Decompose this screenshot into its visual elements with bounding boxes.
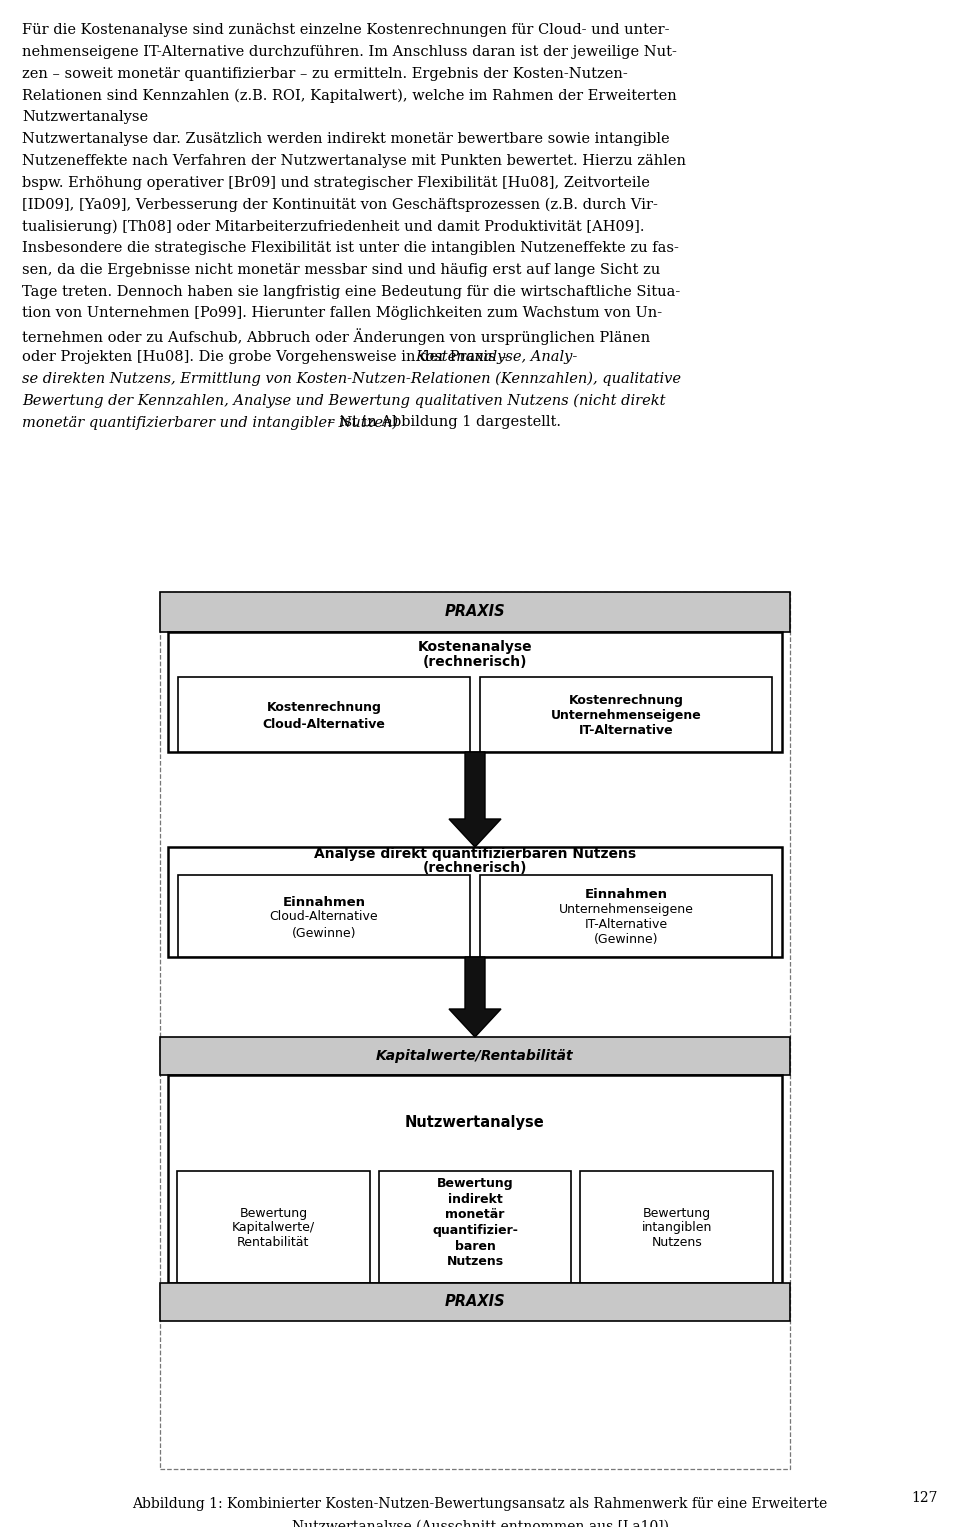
Text: (rechnerisch): (rechnerisch) <box>422 655 527 669</box>
Text: Kapitalwerte/: Kapitalwerte/ <box>231 1222 315 1234</box>
Text: (rechnerisch): (rechnerisch) <box>422 861 527 875</box>
FancyBboxPatch shape <box>480 676 772 751</box>
Text: Abbildung 1: Kombinierter Kosten-Nutzen-Bewertungsansatz als Rahmenwerk für eine: Abbildung 1: Kombinierter Kosten-Nutzen-… <box>132 1496 828 1512</box>
FancyBboxPatch shape <box>160 1037 790 1075</box>
Text: bspw. Erhöhung operativer [Br09] und strategischer Flexibilität [Hu08], Zeitvort: bspw. Erhöhung operativer [Br09] und str… <box>22 176 650 189</box>
Text: Nutzens: Nutzens <box>651 1237 702 1249</box>
Text: Bewertung: Bewertung <box>239 1206 307 1220</box>
Text: – ist in Abbildung 1 dargestellt.: – ist in Abbildung 1 dargestellt. <box>324 415 562 429</box>
Text: monetär: monetär <box>445 1208 505 1222</box>
Text: Rentabilität: Rentabilität <box>237 1237 309 1249</box>
Text: Unternehmenseigene: Unternehmenseigene <box>551 709 702 722</box>
Text: Relationen sind Kennzahlen (z.B. ROI, Kapitalwert), welche im Rahmen der Erweite: Relationen sind Kennzahlen (z.B. ROI, Ka… <box>22 89 677 102</box>
Text: Für die Kostenanalyse sind zunächst einzelne Kostenrechnungen für Cloud- und unt: Für die Kostenanalyse sind zunächst einz… <box>22 23 669 37</box>
Text: Bewertung: Bewertung <box>437 1177 514 1191</box>
Text: Nutzwertanalyse: Nutzwertanalyse <box>405 1116 545 1130</box>
Text: Tage treten. Dennoch haben sie langfristig eine Bedeutung für die wirtschaftlich: Tage treten. Dennoch haben sie langfrist… <box>22 284 681 299</box>
Text: indirekt: indirekt <box>447 1193 502 1206</box>
Text: PRAXIS: PRAXIS <box>444 605 505 620</box>
Text: monetär quantifizierbarer und intangibler Nutzen): monetär quantifizierbarer und intangible… <box>22 415 398 429</box>
Text: baren: baren <box>455 1240 495 1252</box>
Text: sen, da die Ergebnisse nicht monetär messbar sind und häufig erst auf lange Sich: sen, da die Ergebnisse nicht monetär mes… <box>22 263 660 276</box>
Text: 127: 127 <box>911 1490 938 1506</box>
Text: Kostenanalyse, Analy-: Kostenanalyse, Analy- <box>416 350 578 363</box>
Text: Kostenanalyse: Kostenanalyse <box>418 640 532 654</box>
Polygon shape <box>449 957 501 1037</box>
Text: IT-Alternative: IT-Alternative <box>579 724 673 738</box>
Text: Unternehmenseigene: Unternehmenseigene <box>559 904 693 916</box>
FancyBboxPatch shape <box>168 847 782 957</box>
Text: IT-Alternative: IT-Alternative <box>585 919 667 931</box>
Text: Bewertung der Kennzahlen, Analyse und Bewertung qualitativen Nutzens (nicht dire: Bewertung der Kennzahlen, Analyse und Be… <box>22 394 665 408</box>
FancyBboxPatch shape <box>168 1075 782 1283</box>
FancyBboxPatch shape <box>178 676 470 751</box>
Text: Kostenrechnung: Kostenrechnung <box>267 701 381 715</box>
Text: Einnahmen: Einnahmen <box>585 887 667 901</box>
FancyBboxPatch shape <box>177 1171 370 1283</box>
Text: tion von Unternehmen [Po99]. Hierunter fallen Möglichkeiten zum Wachstum von Un-: tion von Unternehmen [Po99]. Hierunter f… <box>22 307 662 321</box>
Text: Nutzwertanalyse: Nutzwertanalyse <box>22 110 148 124</box>
Text: zen – soweit monetär quantifizierbar – zu ermitteln. Ergebnis der Kosten-Nutzen-: zen – soweit monetär quantifizierbar – z… <box>22 67 628 81</box>
Text: [ID09], [Ya09], Verbesserung der Kontinuität von Geschäftsprozessen (z.B. durch : [ID09], [Ya09], Verbesserung der Kontinu… <box>22 197 658 212</box>
Text: Nutzeneffekte nach Verfahren der Nutzwertanalyse mit Punkten bewertet. Hierzu zä: Nutzeneffekte nach Verfahren der Nutzwer… <box>22 154 686 168</box>
FancyBboxPatch shape <box>168 632 782 751</box>
Text: Nutzwertanalyse (Ausschnitt entnommen aus [La10]): Nutzwertanalyse (Ausschnitt entnommen au… <box>292 1519 668 1527</box>
Text: se direkten Nutzens, Ermittlung von Kosten-Nutzen-Relationen (Kennzahlen), quali: se direkten Nutzens, Ermittlung von Kost… <box>22 371 681 386</box>
Text: nehmenseigene IT-Alternative durchzuführen. Im Anschluss daran ist der jeweilige: nehmenseigene IT-Alternative durchzuführ… <box>22 44 677 60</box>
Text: quantifizier-: quantifizier- <box>432 1225 518 1237</box>
FancyBboxPatch shape <box>160 592 790 632</box>
Text: oder Projekten [Hu08]. Die grobe Vorgehensweise in der Praxis –: oder Projekten [Hu08]. Die grobe Vorgehe… <box>22 350 513 363</box>
Text: Kostenrechnung: Kostenrechnung <box>568 693 684 707</box>
Text: ternehmen oder zu Aufschub, Abbruch oder Änderungen von ursprünglichen Plänen: ternehmen oder zu Aufschub, Abbruch oder… <box>22 328 650 345</box>
FancyBboxPatch shape <box>178 875 470 957</box>
Text: PRAXIS: PRAXIS <box>444 1295 505 1310</box>
FancyBboxPatch shape <box>581 1171 773 1283</box>
Text: Cloud-Alternative: Cloud-Alternative <box>270 910 378 924</box>
Polygon shape <box>449 751 501 847</box>
FancyBboxPatch shape <box>160 592 790 1469</box>
Text: Cloud-Alternative: Cloud-Alternative <box>263 718 385 731</box>
Text: Bewertung: Bewertung <box>642 1206 710 1220</box>
Text: Nutzwertanalyse dar. Zusätzlich werden indirekt monetär bewertbare sowie intangi: Nutzwertanalyse dar. Zusätzlich werden i… <box>22 131 670 147</box>
Text: intangiblen: intangiblen <box>641 1222 712 1234</box>
Text: Kapitalwerte/Rentabilität: Kapitalwerte/Rentabilität <box>376 1049 574 1063</box>
Text: (Gewinne): (Gewinne) <box>593 933 659 947</box>
FancyBboxPatch shape <box>378 1171 571 1283</box>
FancyBboxPatch shape <box>160 1283 790 1321</box>
Text: tualisierung) [Th08] oder Mitarbeiterzufriedenheit und damit Produktivität [AH09: tualisierung) [Th08] oder Mitarbeiterzuf… <box>22 220 644 234</box>
Text: Insbesondere die strategische Flexibilität ist unter die intangiblen Nutzeneffek: Insbesondere die strategische Flexibilit… <box>22 241 679 255</box>
Text: Einnahmen: Einnahmen <box>282 895 366 909</box>
Text: Nutzens: Nutzens <box>446 1255 504 1267</box>
Text: Analyse direkt quantifizierbaren Nutzens: Analyse direkt quantifizierbaren Nutzens <box>314 847 636 861</box>
FancyBboxPatch shape <box>480 875 772 957</box>
Text: (Gewinne): (Gewinne) <box>292 927 356 939</box>
